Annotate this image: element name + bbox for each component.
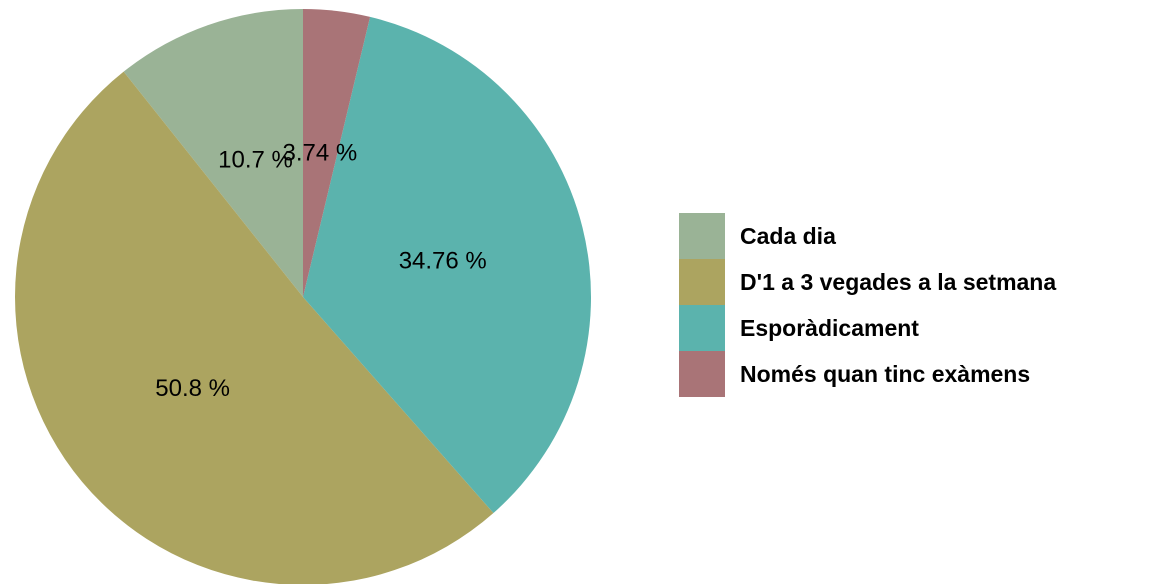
- slice-label: 3.74 %: [283, 139, 358, 166]
- pie-slice: [303, 9, 371, 297]
- legend-swatch: [679, 351, 725, 397]
- pie-slice: [15, 71, 494, 584]
- pie-slice: [303, 16, 592, 514]
- legend-label: Només quan tinc exàmens: [740, 361, 1030, 387]
- legend-label: Esporàdicament: [740, 315, 919, 341]
- legend-swatch: [679, 213, 725, 259]
- legend-swatch: [679, 259, 725, 305]
- legend-swatch: [679, 305, 725, 351]
- slice-label: 34.76 %: [399, 248, 487, 275]
- legend-label: D'1 a 3 vegades a la setmana: [740, 269, 1056, 295]
- legend-label: Cada dia: [740, 223, 836, 249]
- slice-label: 10.7 %: [218, 146, 293, 173]
- pie-slice: [123, 9, 303, 297]
- slice-label: 50.8 %: [155, 375, 230, 402]
